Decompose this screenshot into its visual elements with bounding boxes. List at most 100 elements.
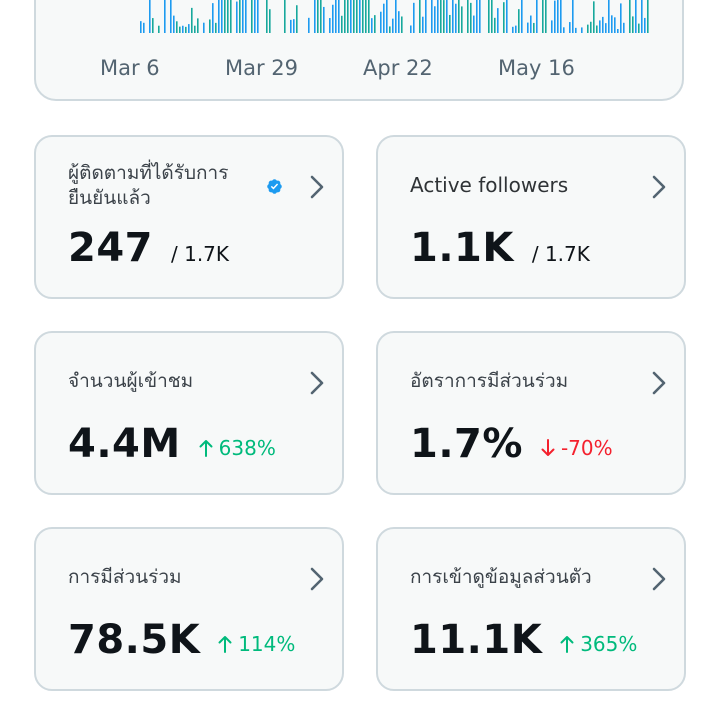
activity-bar [488,0,490,34]
verified-followers-card[interactable]: ผู้ติดตามที่ได้รับการยืนยันแล้ว 247 / 1.… [34,135,344,299]
activity-bar [323,6,325,33]
activity-bar [581,27,583,33]
activity-bar [533,22,535,33]
activity-bar [641,0,643,33]
activity-bar [470,2,472,33]
activity-bar [638,23,640,33]
activity-bar [632,16,634,33]
activity-bar [476,0,478,33]
activity-bar [647,0,649,33]
card-label: อัตราการมีส่วนร่วม [410,370,569,392]
activity-bar [212,3,214,33]
chevron-right-icon [310,371,324,395]
card-value-row: 4.4M 638% [68,421,276,467]
card-value: 4.4M [68,421,181,467]
activity-bar [176,21,178,33]
activity-bar [182,25,184,33]
chevron-right-icon [652,567,666,591]
arrow-up-icon [218,636,232,653]
activity-bar [221,0,223,33]
activity-bar [365,0,367,33]
activity-bar [479,0,481,34]
activity-bar [437,0,439,33]
activity-bar [320,0,322,33]
activity-bar [620,3,622,33]
activity-bar [536,0,538,34]
change-value: -70% [560,436,613,460]
change-indicator: -70% [541,436,613,460]
card-value-row: 1.1K / 1.7K [410,225,590,271]
card-label: การมีส่วนร่วม [68,566,182,588]
activity-bar [179,26,181,33]
card-value: 78.5K [68,617,201,663]
activity-bar [140,21,142,33]
activity-bar [590,21,592,33]
activity-bar [419,0,421,34]
activity-bar [557,0,559,33]
card-label-row: Active followers [410,173,660,198]
activity-bar [374,15,376,33]
card-label-row: จำนวนผู้เข้าชม [68,369,318,394]
active-followers-card[interactable]: Active followers 1.1K / 1.7K [376,135,686,299]
activity-bar [491,0,493,34]
activity-bar [143,22,145,33]
activity-bar [554,0,556,34]
card-total: / 1.7K [531,242,590,266]
activity-bar [251,0,253,33]
change-value: 365% [580,632,638,656]
activity-bar [350,0,352,33]
activity-bar [422,16,424,33]
activity-bar [227,0,229,34]
card-value-row: 11.1K 365% [410,617,637,663]
activity-bar [602,16,604,33]
activity-bar [587,24,589,33]
activity-bar [230,0,232,33]
activity-bar [425,0,427,33]
card-value: 11.1K [410,617,543,663]
activity-bar [635,0,637,33]
engagements-card[interactable]: การมีส่วนร่วม 78.5K 114% [34,527,344,691]
activity-bar [158,25,160,33]
card-label: จำนวนผู้เข้าชม [68,370,194,392]
card-value: 247 [68,225,153,271]
activity-chart-card[interactable]: Mar 6 Mar 29 Apr 22 May 16 [34,0,684,101]
activity-bar [551,20,553,33]
activity-bar [356,0,358,33]
activity-bar [644,17,646,33]
activity-bar [506,0,508,34]
activity-bar [542,0,544,33]
activity-bar [599,20,601,33]
activity-bar [515,25,517,33]
impressions-card[interactable]: จำนวนผู้เข้าชม 4.4M 638% [34,331,344,495]
activity-bar [215,22,217,33]
activity-bar [368,0,370,33]
change-indicator: 114% [218,632,295,656]
activity-bar [461,6,463,33]
change-indicator: 365% [560,632,637,656]
profile-visits-card[interactable]: การเข้าดูข้อมูลส่วนตัว 11.1K 365% [376,527,686,691]
activity-bar [308,17,310,33]
activity-bar [347,0,349,33]
activity-bar [284,0,286,33]
engagement-rate-card[interactable]: อัตราการมีส่วนร่วม 1.7% -70% [376,331,686,495]
activity-bar [605,23,607,33]
chevron-right-icon [652,175,666,199]
activity-bar [467,0,469,33]
activity-bar [218,0,220,33]
activity-bar [434,6,436,33]
activity-bar [614,17,616,33]
activity-bar [338,0,340,33]
card-value-row: 247 / 1.7K [68,225,229,271]
activity-bar [257,0,259,34]
activity-bar [386,0,388,33]
activity-bar [611,15,613,33]
activity-bar [395,0,397,33]
activity-bar [563,27,565,33]
change-indicator: 638% [199,436,276,460]
activity-bar [239,0,241,34]
activity-bar [629,0,631,33]
card-label: Active followers [410,173,569,197]
activity-bar [185,26,187,33]
chevron-right-icon [310,175,324,199]
